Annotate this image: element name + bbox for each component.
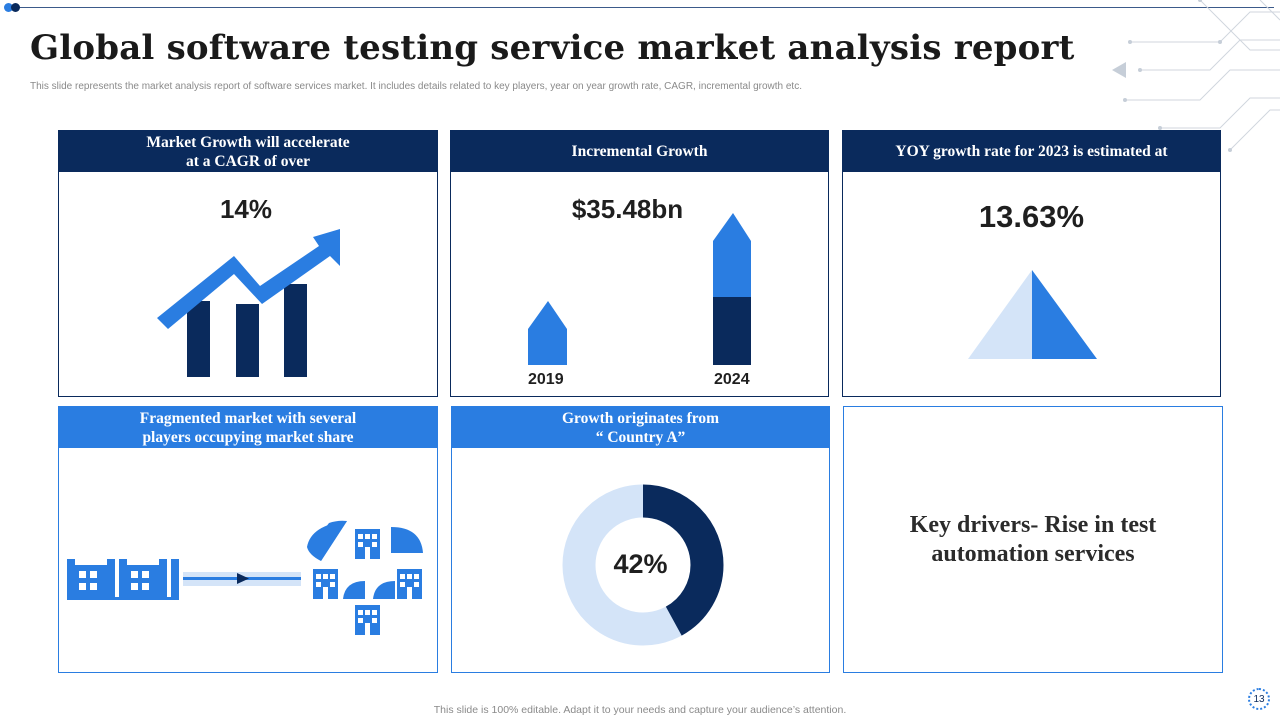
- origin-percent-label: 42%: [613, 549, 668, 579]
- card-cagr-title-line1: Market Growth will accelerate: [146, 133, 350, 151]
- origin-donut-chart: [562, 484, 724, 646]
- card-incremental-header: Incremental Growth: [451, 131, 828, 172]
- card-origin-header: Growth originates from “ Country A”: [452, 407, 829, 448]
- card-yoy-title: YOY growth rate for 2023 is estimated at: [895, 143, 1168, 160]
- top-rule: [12, 7, 1274, 8]
- top-dot-dark: [11, 3, 20, 12]
- drivers-line1: Key drivers- Rise in test: [909, 511, 1157, 538]
- growth-chart-icon: [157, 229, 340, 377]
- incremental-value: $35.48bn: [571, 194, 684, 224]
- card-origin-title-line1: Growth originates from: [562, 409, 719, 427]
- fragmented-pieces: [307, 520, 423, 635]
- card-incremental: Incremental Growth $35.48bn 2019 2024: [450, 130, 829, 397]
- circuit-decoration: [1112, 0, 1280, 152]
- fragmented-market-illustration: [67, 520, 423, 635]
- page-title: Global software testing service market a…: [30, 28, 1075, 68]
- arrow-connector: [183, 572, 301, 586]
- card-cagr-header: Market Growth will accelerate at a CAGR …: [59, 131, 437, 172]
- yoy-value: 13.63%: [978, 199, 1085, 234]
- card-incremental-title: Incremental Growth: [571, 143, 708, 160]
- card-origin: Growth originates from “ Country A” 42%: [451, 406, 830, 673]
- pyramid-icon: [968, 270, 1097, 359]
- card-cagr-title-line2: at a CAGR of over: [186, 152, 310, 170]
- card-origin-title-line2: “ Country A”: [595, 428, 686, 446]
- card-yoy-header: YOY growth rate for 2023 is estimated at: [843, 131, 1220, 172]
- page-subtitle: This slide represents the market analysi…: [30, 81, 802, 92]
- card-fragmented-title-line1: Fragmented market with several: [139, 409, 357, 427]
- building-icon-group-left: [67, 559, 179, 600]
- page-number: 13: [1248, 688, 1270, 710]
- card-drivers: Key drivers- Rise in test automation ser…: [843, 406, 1223, 673]
- arrow-bar-2019: [528, 301, 567, 365]
- year-label-2019: 2019: [528, 371, 564, 388]
- year-label-2024: 2024: [714, 371, 750, 388]
- top-dot-light: [4, 3, 13, 12]
- card-yoy: YOY growth rate for 2023 is estimated at…: [842, 130, 1221, 397]
- cagr-value: 14%: [219, 194, 273, 224]
- card-fragmented-title-line2: players occupying market share: [142, 428, 354, 446]
- drivers-line2: automation services: [931, 540, 1135, 567]
- footer-note: This slide is 100% editable. Adapt it to…: [433, 704, 847, 716]
- donut-arc: [562, 484, 724, 646]
- drivers-text: Key drivers- Rise in test automation ser…: [844, 407, 1222, 672]
- arrow-bar-2024: [713, 213, 751, 365]
- card-fragmented-header: Fragmented market with several players o…: [59, 407, 437, 448]
- card-cagr: Market Growth will accelerate at a CAGR …: [58, 130, 438, 397]
- card-fragmented: Fragmented market with several players o…: [58, 406, 438, 673]
